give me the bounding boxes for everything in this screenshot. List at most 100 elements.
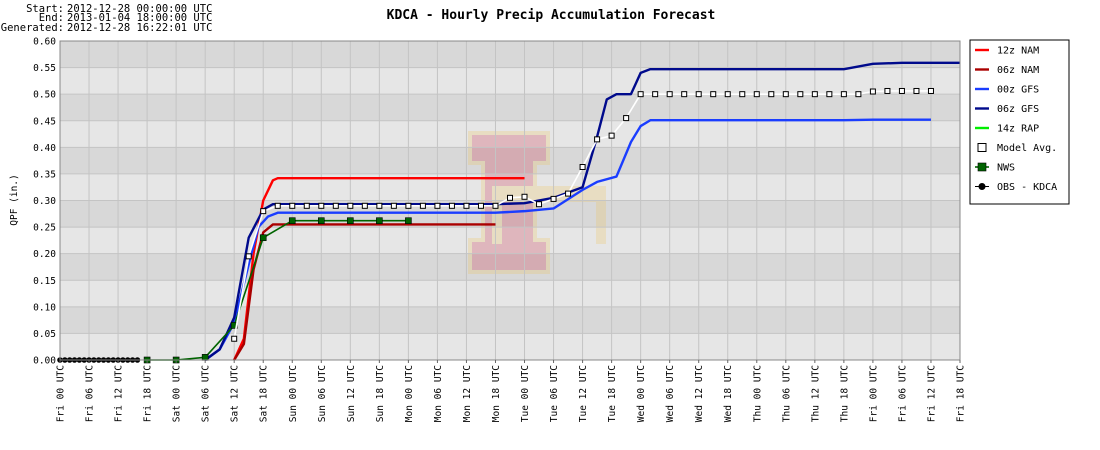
model-avg-point xyxy=(623,115,630,122)
end-label: End: xyxy=(39,12,64,24)
model-avg-point xyxy=(898,87,905,94)
chart-title: KDCA - Hourly Precip Accumulation Foreca… xyxy=(387,8,716,23)
band xyxy=(60,41,960,68)
legend-swatch xyxy=(977,143,987,152)
y-tick-label: 0.50 xyxy=(33,90,56,101)
x-tick-label: Tue 00 UTC xyxy=(520,365,531,422)
y-tick-label: 0.60 xyxy=(33,37,56,48)
x-tick-label: Sat 12 UTC xyxy=(230,365,241,422)
legend-label: 12z NAM xyxy=(997,46,1039,57)
model-avg-point xyxy=(869,88,876,95)
y-tick-label: 0.10 xyxy=(33,302,56,313)
y-axis-label: QPF (in.) xyxy=(9,174,20,225)
series-line-nws xyxy=(147,219,409,361)
series-line-06z-nam xyxy=(233,223,496,361)
series-06z-gfs xyxy=(204,61,960,361)
model-avg-point xyxy=(594,136,601,143)
band xyxy=(60,227,960,254)
legend-item-obs-kdca: OBS - KDCA xyxy=(975,182,1057,193)
model-avg-point xyxy=(347,202,354,209)
model-avg-point xyxy=(521,193,528,200)
x-tick-label: Sun 18 UTC xyxy=(375,365,386,422)
model-avg-point xyxy=(536,201,543,208)
model-avg-point xyxy=(463,202,470,209)
legend-label: 00z GFS xyxy=(997,85,1039,96)
model-avg-point xyxy=(884,87,891,94)
x-tick-label: Tue 06 UTC xyxy=(549,365,560,422)
model-avg-point xyxy=(419,202,426,209)
y-tick-label: 0.30 xyxy=(33,196,56,207)
x-tick-label: Sun 06 UTC xyxy=(317,365,328,422)
model-avg-point xyxy=(303,202,310,209)
band xyxy=(60,67,960,95)
start-label: Start: xyxy=(26,3,64,15)
legend-label: 06z NAM xyxy=(997,65,1039,76)
model-avg-point xyxy=(768,91,775,98)
x-tick-label: Sat 18 UTC xyxy=(259,365,270,422)
x-tick-labels: Fri 00 UTC Fri 06 UTC Fri 12 UTC Fri 18 UTC… xyxy=(56,360,967,422)
model-avg-point xyxy=(666,91,673,98)
legend-item-12z-nam: 12z NAM xyxy=(975,46,1039,57)
x-tick-label: Sat 00 UTC xyxy=(172,365,183,422)
series-line-06z-gfs xyxy=(204,61,960,361)
legend-label: OBS - KDCA xyxy=(997,182,1057,193)
y-tick-label: 0.00 xyxy=(33,356,56,367)
x-tick-label: Fri 00 UTC xyxy=(56,365,67,422)
legend: 12z NAM 06z NAM 00z GFS 06z GFS 14z RAP Model… xyxy=(969,39,1070,205)
x-tick-label: Fri 06 UTC xyxy=(85,365,96,422)
legend-swatch xyxy=(977,162,987,172)
model-avg-point xyxy=(507,194,513,201)
x-tick-label: Mon 00 UTC xyxy=(404,365,415,422)
y-tick-label: 0.40 xyxy=(33,143,56,154)
nws-point xyxy=(376,217,383,225)
start-value: 2012-12-28 00:00:00 UTC xyxy=(67,3,212,15)
model-avg-point xyxy=(231,335,238,342)
model-avg-point xyxy=(681,91,688,98)
legend-label: NWS xyxy=(997,163,1015,174)
model-avg-point xyxy=(695,91,702,98)
model-avg-point xyxy=(782,91,789,98)
model-avg-point xyxy=(434,202,441,209)
nws-point xyxy=(201,354,209,361)
x-tick-label: Sun 12 UTC xyxy=(346,365,357,422)
legend-item-nws: NWS xyxy=(975,163,1015,174)
legend-item-06z-nam: 06z NAM xyxy=(975,65,1039,76)
legend-item-00z-gfs: 00z GFS xyxy=(975,85,1039,96)
y-tick-label: 0.25 xyxy=(33,223,56,234)
model-avg-point xyxy=(826,91,833,98)
x-tick-label: Wed 18 UTC xyxy=(723,365,734,422)
x-tick-label: Thu 18 UTC xyxy=(839,365,850,422)
axes xyxy=(59,40,961,361)
x-tick-label: Sat 06 UTC xyxy=(201,365,212,422)
model-avg-point xyxy=(492,202,499,209)
model-avg-point xyxy=(927,87,934,94)
model-avg-point xyxy=(318,202,325,209)
band xyxy=(60,147,960,174)
x-tick-label: Fri 18 UTC xyxy=(143,365,154,422)
legend-label: 14z RAP xyxy=(997,124,1039,135)
band xyxy=(60,306,960,334)
x-tick-label: Mon 18 UTC xyxy=(491,365,502,422)
band xyxy=(60,253,960,281)
x-tick-label: Tue 18 UTC xyxy=(607,365,618,422)
y-tick-labels: 0.00 0.05 0.10 0.15 0.20 0.25 0.30 0.35 0.40 0.45… xyxy=(33,37,56,367)
x-tick-label: Mon 12 UTC xyxy=(462,365,473,422)
model-avg-point xyxy=(274,202,281,209)
x-tick-label: Fri 00 UTC xyxy=(868,365,879,422)
model-avg-point xyxy=(361,202,368,209)
model-avg-point xyxy=(579,164,586,171)
plot-frame xyxy=(59,40,961,361)
nws-point xyxy=(347,217,354,225)
model-avg-point xyxy=(811,91,818,98)
y-tick-label: 0.45 xyxy=(33,116,56,127)
model-avg-point xyxy=(724,91,731,98)
model-avg-point xyxy=(477,202,484,209)
model-avg-point xyxy=(608,132,615,139)
legend-label: Model Avg. xyxy=(997,143,1057,154)
x-tick-label: Sun 00 UTC xyxy=(288,365,299,422)
nws-point xyxy=(288,217,296,225)
legend-item-06z-gfs: 06z GFS xyxy=(975,104,1039,115)
model-avg-point xyxy=(797,91,804,98)
band xyxy=(60,280,960,307)
